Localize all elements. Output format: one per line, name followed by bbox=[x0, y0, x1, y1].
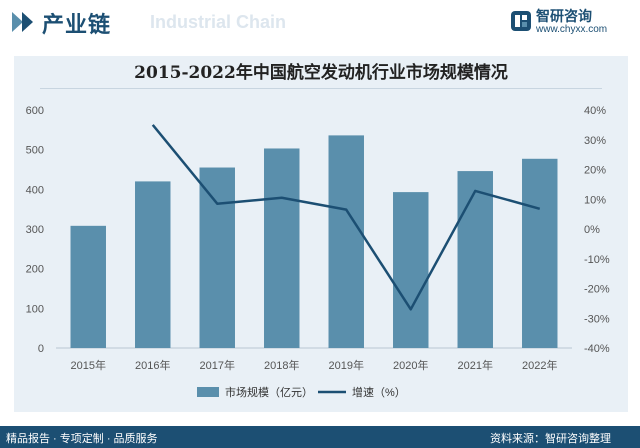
category-label: 2019年 bbox=[329, 358, 364, 372]
left-tick-label: 300 bbox=[26, 224, 44, 236]
right-tick-label: -20% bbox=[584, 284, 610, 296]
right-tick-label: -30% bbox=[584, 313, 610, 325]
header-watermark: Industrial Chain bbox=[150, 12, 287, 32]
footer-services: 精品报告 · 专项定制 · 品质服务 bbox=[6, 433, 158, 445]
bar bbox=[522, 158, 558, 348]
left-tick-label: 600 bbox=[26, 105, 44, 117]
legend-bar-swatch bbox=[197, 387, 219, 397]
category-label: 2016年 bbox=[135, 358, 170, 372]
category-label: 2018年 bbox=[264, 358, 299, 372]
chart-title: 2015-2022年中国航空发动机行业市场规模情况 bbox=[134, 63, 508, 83]
section-title: 产业链 bbox=[42, 12, 112, 37]
right-tick-label: 20% bbox=[584, 165, 606, 177]
brand-name: 智研咨询 bbox=[536, 8, 592, 24]
brand-url: www.chyxx.com bbox=[536, 24, 608, 35]
left-tick-label: 0 bbox=[38, 343, 44, 355]
right-tick-label: 30% bbox=[584, 135, 606, 147]
bar bbox=[199, 167, 235, 348]
category-label: 2017年 bbox=[200, 358, 235, 372]
category-label: 2015年 bbox=[71, 358, 106, 372]
bar bbox=[70, 225, 106, 348]
category-label: 2021年 bbox=[458, 358, 493, 372]
category-label: 2020年 bbox=[393, 358, 428, 372]
bar bbox=[457, 171, 493, 348]
right-tick-label: -10% bbox=[584, 254, 610, 266]
footer-source: 资料来源：智研咨询整理 bbox=[490, 433, 611, 445]
footer: 精品报告 · 专项定制 · 品质服务 资料来源：智研咨询整理 bbox=[0, 426, 640, 448]
legend-line-label: 增速（%） bbox=[352, 385, 406, 399]
bar bbox=[264, 148, 300, 348]
right-tick-label: 40% bbox=[584, 105, 606, 117]
brand: 智研咨询 www.chyxx.com bbox=[510, 4, 630, 42]
right-tick-label: -40% bbox=[584, 343, 610, 355]
left-tick-label: 200 bbox=[26, 264, 44, 276]
brand-logo-icon bbox=[511, 11, 531, 31]
right-tick-label: 0% bbox=[584, 224, 600, 236]
category-label: 2022年 bbox=[522, 358, 557, 372]
growth-line bbox=[151, 124, 541, 311]
title-divider bbox=[40, 88, 602, 89]
header: 产业链 Industrial Chain 智研咨询 www.chyxx.com bbox=[0, 0, 640, 44]
legend-bar-label: 市场规模（亿元） bbox=[225, 385, 313, 399]
bar bbox=[135, 181, 171, 348]
left-tick-label: 500 bbox=[26, 145, 44, 157]
bar bbox=[328, 135, 364, 348]
left-tick-label: 400 bbox=[26, 184, 44, 196]
right-tick-label: 10% bbox=[584, 194, 606, 206]
arrow-icon bbox=[12, 12, 33, 32]
bar bbox=[393, 192, 429, 348]
left-tick-label: 100 bbox=[26, 303, 44, 315]
